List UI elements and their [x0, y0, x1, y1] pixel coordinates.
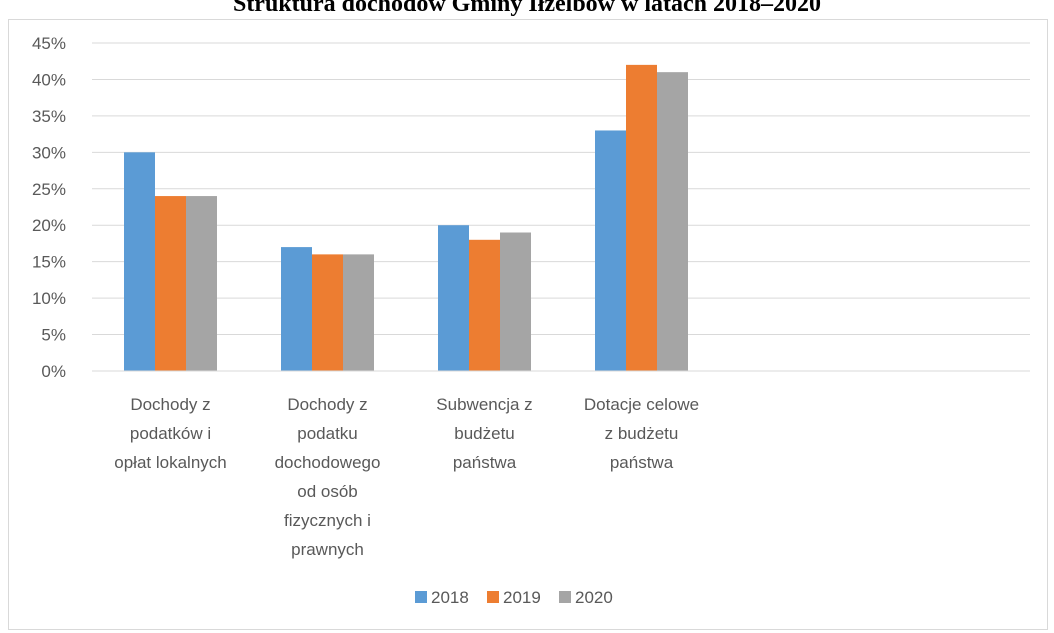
x-category-label: Dochody z podatków i opłat lokalnych [114, 395, 226, 472]
bar-2020 [500, 232, 531, 371]
x-category-label-line: podatku [297, 424, 358, 443]
bar-2019 [626, 64, 657, 371]
legend-label: 2020 [575, 588, 613, 607]
legend-swatch-2019 [487, 591, 499, 603]
y-tick-label: 20% [32, 216, 66, 235]
bar-2019 [312, 254, 343, 371]
y-tick-label: 10% [32, 289, 66, 308]
y-tick-label: 45% [32, 34, 66, 53]
y-tick-label: 40% [32, 70, 66, 89]
x-category-label-line: od osób [297, 482, 358, 501]
bar-2018 [281, 247, 312, 371]
legend-swatch-2020 [559, 591, 571, 603]
x-category-label-line: Dochody z [130, 395, 210, 414]
chart-area [8, 19, 1048, 630]
legend-label: 2018 [431, 588, 469, 607]
bar-2018 [438, 225, 469, 371]
x-category-label: Dotacje celowe z budżetu państwa [584, 395, 699, 472]
y-tick-label: 0% [41, 362, 66, 381]
bar-2019 [155, 196, 186, 371]
bar-2020 [657, 72, 688, 372]
x-category-label-line: z budżetu [605, 424, 679, 443]
x-category-label-line: państwa [610, 453, 674, 472]
x-category-label-line: fizycznych i [284, 511, 371, 530]
y-tick-label: 35% [32, 107, 66, 126]
x-category-label-line: Subwencja z [436, 395, 532, 414]
bar-2020 [186, 196, 217, 371]
y-tick-label: 25% [32, 180, 66, 199]
x-category-label-line: Dochody z [287, 395, 367, 414]
bar-2018 [595, 130, 626, 371]
y-tick-label: 15% [32, 253, 66, 272]
x-category-label-line: dochodowego [275, 453, 381, 472]
x-category-label-line: budżetu [454, 424, 515, 443]
x-category-label-line: prawnych [291, 540, 364, 559]
y-tick-label: 5% [41, 326, 66, 345]
bar-2020 [343, 254, 374, 371]
x-category-label-line: podatków i [130, 424, 211, 443]
x-category-label-line: opłat lokalnych [114, 453, 226, 472]
legend-label: 2019 [503, 588, 541, 607]
bar-2018 [124, 152, 155, 371]
y-tick-label: 30% [32, 143, 66, 162]
x-category-label: Subwencja z budżetu państwa [436, 395, 532, 472]
x-category-label: Dochody z podatku dochodowego od osób fizycz… [275, 395, 381, 559]
chart-title: Struktura dochodów Gminy Iłżelbów w lata… [232, 0, 822, 17]
x-category-label-line: państwa [453, 453, 517, 472]
x-category-label-line: Dotacje celowe [584, 395, 699, 414]
legend-swatch-2018 [415, 591, 427, 603]
bar-2019 [469, 239, 500, 371]
